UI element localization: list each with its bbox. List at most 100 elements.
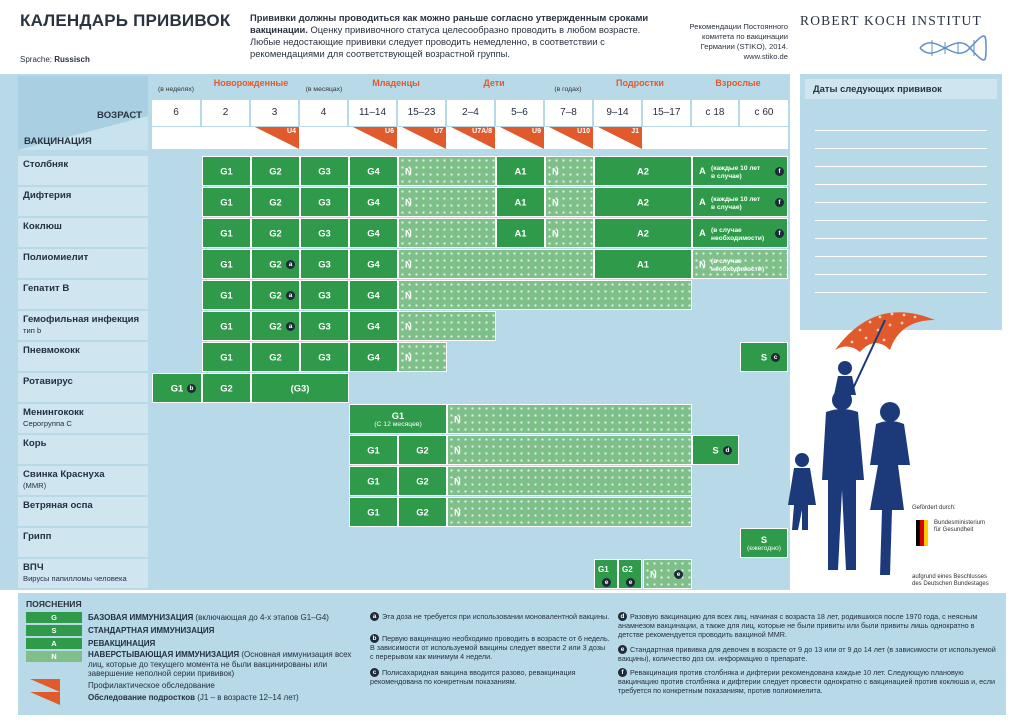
u-flag-icon (500, 127, 544, 149)
entry-line[interactable] (815, 220, 987, 221)
row-label-rotavirus: Ротавирус (18, 373, 148, 402)
entry-line[interactable] (815, 202, 987, 203)
group-adults: Взрослые (715, 78, 761, 88)
unit-years: (в годах) (554, 86, 582, 93)
dose-cell: G2 (251, 156, 300, 186)
intro-text: Прививки должны проводиться как можно ра… (250, 12, 650, 60)
j-tag: J1 (598, 127, 642, 149)
dose-cell: G1 (202, 311, 251, 341)
dose-cell: G1 (349, 435, 398, 465)
rec-line-4: www.stiko.de (743, 52, 788, 61)
u-tag: U10 (549, 127, 593, 149)
rec-line-3: Германии (STIKO), 2014. (700, 42, 788, 51)
unit-weeks: (в неделях) (158, 86, 194, 93)
entry-line[interactable] (815, 238, 987, 239)
age-cell: 4 (300, 100, 348, 126)
age-cell: 6 (152, 100, 201, 126)
row-label-pneumococcus: Пневмококк (18, 342, 148, 371)
entry-line[interactable] (815, 130, 987, 131)
next-vaccinations-title: Даты следующих прививок (805, 79, 997, 99)
dose-cell: G2 (251, 218, 300, 248)
catchup-cell: N (398, 156, 496, 186)
u-tag: U7A/8 (451, 127, 495, 149)
catchup-cell: N (398, 218, 496, 248)
funded-by-label: Gefördert durch: (912, 505, 956, 511)
ministry-line-2: für Gesundheit (934, 527, 974, 533)
row-label-measles: Корь (18, 435, 148, 464)
dose-cell: G1 (349, 497, 398, 527)
legend-box-g: G (26, 612, 82, 623)
ministry-line-1: Bundesministerium (934, 520, 986, 526)
age-cell: 11–14 (349, 100, 397, 126)
dose-cell: G2 (398, 435, 447, 465)
u-flag-icon (402, 127, 446, 149)
age-cell: 2–4 (447, 100, 495, 126)
row-label-hepatitis-b: Гепатит В (18, 280, 148, 309)
booster-cell: A1 (496, 218, 545, 248)
intro-bold: Прививки должны проводиться как можно ра… (250, 12, 649, 35)
dose-cell: G3 (300, 218, 349, 248)
dose-cell: G4 (349, 249, 398, 279)
dose-cell: G1 (С 12 месяцев) (349, 404, 447, 434)
dose-cell: G4 (349, 311, 398, 341)
dose-cell: G2 a (251, 311, 300, 341)
catchup-cell: N (545, 156, 594, 186)
footnote-b: b Первую вакцинацию необходимо проводить … (370, 634, 610, 661)
group-children: Дети (483, 78, 505, 88)
dose-cell: G1 b (152, 373, 202, 403)
entry-line[interactable] (815, 148, 987, 149)
language-label: Sprache: (20, 55, 53, 64)
age-cell: 5–6 (496, 100, 544, 126)
catchup-cell: N (в случае необходимости) (692, 249, 788, 279)
dose-cell: G3 (300, 280, 349, 310)
age-cell: с 18 (692, 100, 739, 126)
catchup-cell: N (447, 435, 692, 465)
dose-cell: G3 (300, 187, 349, 217)
legend-text-a: РЕВАКЦИНАЦИЯ (88, 639, 156, 648)
entry-line[interactable] (815, 184, 987, 185)
dose-cell: G1 (202, 280, 251, 310)
u-tag: U9 (500, 127, 544, 149)
catchup-cell: N (447, 404, 692, 434)
entry-line[interactable] (815, 292, 987, 293)
j-flag-icon (598, 127, 642, 149)
footnote-d: d Разовую вакцинацию для всех лиц, начина… (618, 612, 978, 639)
basis-line-2: des Deutschen Bundestages (912, 581, 989, 587)
standard-cell: S (ежегодно) (740, 528, 788, 558)
entry-line[interactable] (815, 256, 987, 257)
language-value: Russisch (54, 55, 90, 64)
dose-cell: G2 (398, 466, 447, 496)
dose-cell: G2 a (251, 280, 300, 310)
dose-cell: (G3) (251, 373, 349, 403)
dose-cell: G4 (349, 280, 398, 310)
entry-line[interactable] (815, 166, 987, 167)
booster-cell: A2 (594, 156, 692, 186)
row-label-mumps-rubella: Свинка Краснуха (MMR) (18, 466, 148, 495)
corner-diagonal-icon (18, 76, 148, 150)
row-label-diphtheria: Дифтерия (18, 187, 148, 216)
table-corner: ВОЗРАСТ ВАКЦИНАЦИЯ (18, 76, 148, 150)
dose-cell: G4 (349, 218, 398, 248)
booster-cell: A1 (496, 187, 545, 217)
entry-line[interactable] (815, 274, 987, 275)
age-cell: 3 (251, 100, 299, 126)
catchup-cell: N (398, 249, 594, 279)
group-infants: Младенцы (372, 78, 420, 88)
dose-cell: G1 (202, 187, 251, 217)
catchup-cell: N (398, 311, 496, 341)
age-header: ВОЗРАСТ (97, 110, 142, 121)
booster-cell: A1 (594, 249, 692, 279)
legend-title: ПОЯСНЕНИЯ (26, 599, 82, 609)
legend-u-exam: Профилактическое обследование (88, 681, 215, 690)
rki-logo-icon (919, 35, 987, 61)
dose-cell: G4 (349, 342, 398, 372)
intro-rest: Оценку прививочного статуса целесообразн… (250, 24, 641, 59)
dose-cell: G1 (202, 249, 251, 279)
rec-line-1: Рекомендации Постоянного (689, 22, 788, 31)
booster-cell: A1 (496, 156, 545, 186)
german-flag-icon (916, 520, 928, 546)
legend-panel (18, 593, 1006, 715)
legend-text-s: СТАНДАРТНАЯ ИММУНИЗАЦИЯ (88, 626, 215, 635)
